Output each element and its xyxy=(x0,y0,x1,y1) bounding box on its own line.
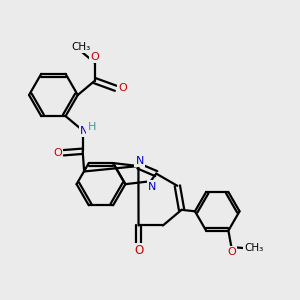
Text: O: O xyxy=(91,52,99,62)
Text: N: N xyxy=(136,156,144,166)
Text: H: H xyxy=(87,122,96,133)
Text: N: N xyxy=(80,126,88,136)
Text: CH₃: CH₃ xyxy=(71,42,91,52)
Text: O: O xyxy=(118,83,127,93)
Text: O: O xyxy=(134,244,143,257)
Text: O: O xyxy=(227,247,236,257)
Text: CH₃: CH₃ xyxy=(244,243,264,254)
Text: O: O xyxy=(53,148,62,158)
Text: N: N xyxy=(148,182,156,192)
